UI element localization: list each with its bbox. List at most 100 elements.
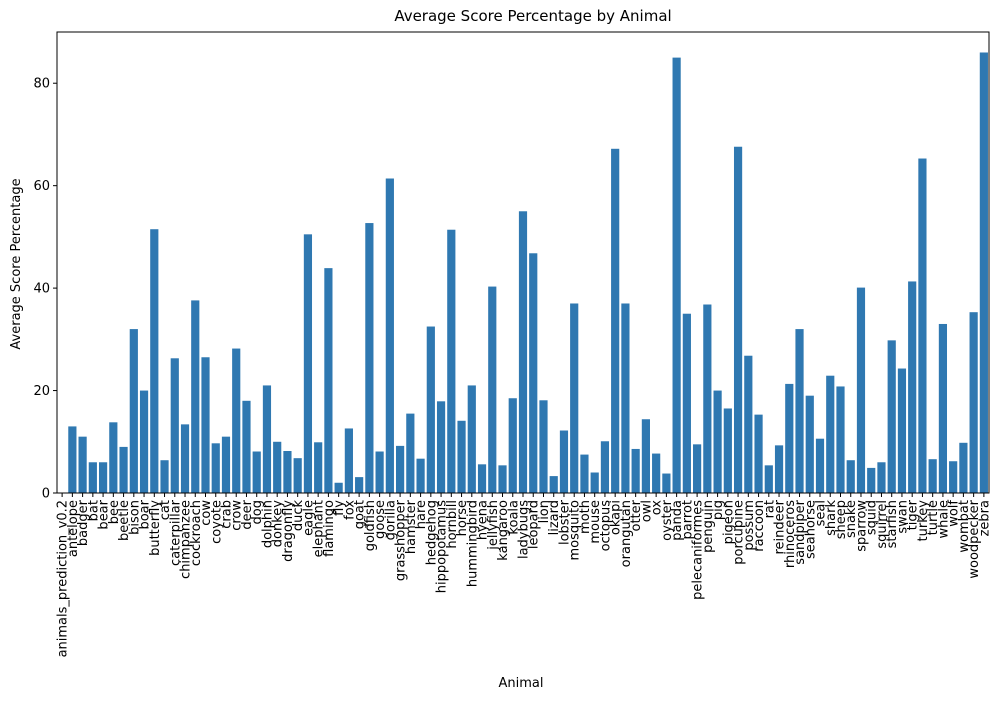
bar-panda xyxy=(672,57,681,494)
x-tick-label: goose xyxy=(373,500,388,539)
bar-ox xyxy=(652,453,661,493)
x-tick-label: donkey xyxy=(271,500,286,548)
x-tick-label: pig xyxy=(711,500,726,520)
x-tick-label: duck xyxy=(291,500,306,532)
bar-squirrel xyxy=(877,462,886,493)
x-tick-label: fly xyxy=(332,500,347,516)
bar-hamster xyxy=(406,413,415,493)
x-tick-label: starfish xyxy=(885,500,900,548)
x-tick-label: horse xyxy=(455,500,470,536)
bar-pig xyxy=(713,390,722,493)
bar-fly xyxy=(334,482,343,493)
x-tick-label: hippopotamus xyxy=(435,500,450,593)
bar-bat xyxy=(88,462,97,493)
x-tick-label: leopard xyxy=(527,500,542,549)
bar-gorilla xyxy=(385,178,394,493)
x-tick-label: sparrow xyxy=(854,500,869,552)
bar-hedgehog xyxy=(426,326,435,493)
x-tick-label: turtle xyxy=(926,500,941,535)
x-tick-label: rhinoceros xyxy=(783,500,798,568)
bar-mouse xyxy=(590,472,599,493)
bar-whale xyxy=(938,323,948,493)
x-tick-label: mosquito xyxy=(568,500,583,561)
x-axis-label: Animal xyxy=(499,676,544,691)
x-tick-label: penguin xyxy=(701,500,716,553)
x-tick-label: jellyfish xyxy=(486,500,501,551)
bar-fox xyxy=(344,428,353,493)
x-tick-label: badger xyxy=(76,499,91,546)
x-tick-label: otter xyxy=(629,499,644,531)
bar-mosquito xyxy=(570,303,579,493)
bar-caterpillar xyxy=(170,358,179,493)
bar-tiger xyxy=(908,281,917,493)
x-tick-label: elephant xyxy=(312,500,327,557)
bar-hummingbird xyxy=(467,385,476,493)
x-tick-label: dolphin xyxy=(260,500,275,548)
bar-octopus xyxy=(600,441,610,493)
y-tick-label: 80 xyxy=(33,77,50,92)
bar-jellyfish xyxy=(488,286,497,493)
bar-pigeon xyxy=(723,408,732,493)
bar-rat xyxy=(764,465,773,493)
x-tick-label: ladybugs xyxy=(517,500,532,559)
x-tick-label: bat xyxy=(86,500,101,521)
x-tick-label: orangutan xyxy=(619,500,634,567)
x-tick-label: shark xyxy=(824,500,839,536)
bar-dog xyxy=(252,451,261,493)
y-axis-label: Average Score Percentage xyxy=(9,178,24,349)
x-tick-label: cat xyxy=(158,500,173,520)
bar-goldfish xyxy=(365,223,374,493)
x-tick-label: possum xyxy=(742,500,757,551)
x-tick-label: squirrel xyxy=(875,500,890,549)
x-tick-label: animals_prediction_v0.2 xyxy=(56,500,71,657)
bar-turkey xyxy=(918,158,927,493)
bar-beetle xyxy=(119,446,128,493)
x-tick-label: koala xyxy=(506,500,521,535)
bar-swan xyxy=(897,368,907,493)
bar-badger xyxy=(78,436,87,493)
bar-koala xyxy=(508,398,517,493)
x-tick-label: hedgehog xyxy=(424,500,439,565)
bar-lobster xyxy=(559,430,569,493)
x-tick-label: caterpillar xyxy=(168,499,183,566)
x-tick-label: gorilla xyxy=(383,500,398,540)
x-tick-label: bison xyxy=(127,500,142,535)
x-tick-label: squid xyxy=(865,500,880,535)
bar-wombat xyxy=(959,442,968,493)
x-tick-label: kangaroo xyxy=(496,500,511,561)
bar-horse xyxy=(457,420,466,493)
x-tick-label: rat xyxy=(762,500,777,518)
x-tick-label: moth xyxy=(578,500,593,534)
x-tick-label: cow xyxy=(199,500,214,526)
bar-dragonfly xyxy=(283,451,292,493)
x-tick-label: hummingbird xyxy=(465,500,480,587)
x-tick-label: tiger xyxy=(906,499,921,530)
x-tick-label: hare xyxy=(414,500,429,529)
bar-orangutan xyxy=(621,303,630,493)
bar-possum xyxy=(744,355,753,493)
bar-bear xyxy=(98,462,108,493)
bar-hyena xyxy=(477,464,487,493)
bar-antelope xyxy=(68,426,77,493)
x-tick-label: wolf xyxy=(947,500,962,527)
bar-lion xyxy=(539,400,548,493)
bar-zebra xyxy=(979,52,988,494)
bar-owl xyxy=(641,419,650,493)
bar-bison xyxy=(129,329,138,493)
plot-frame xyxy=(56,31,990,494)
x-tick-label: swan xyxy=(895,500,910,534)
bar-grasshopper xyxy=(396,445,405,493)
bar-sheep xyxy=(836,386,845,493)
x-tick-label: chimpanzee xyxy=(179,500,194,579)
bar-okapi xyxy=(611,148,620,494)
bar-hornbill xyxy=(447,229,456,493)
bar-wolf xyxy=(949,461,958,493)
x-tick-label: ox xyxy=(650,500,665,516)
bar-goat xyxy=(355,477,364,493)
x-tick-label: owl xyxy=(639,500,654,522)
bar-moth xyxy=(580,454,589,493)
bar-crab xyxy=(221,436,231,493)
bar-goose xyxy=(375,451,384,493)
